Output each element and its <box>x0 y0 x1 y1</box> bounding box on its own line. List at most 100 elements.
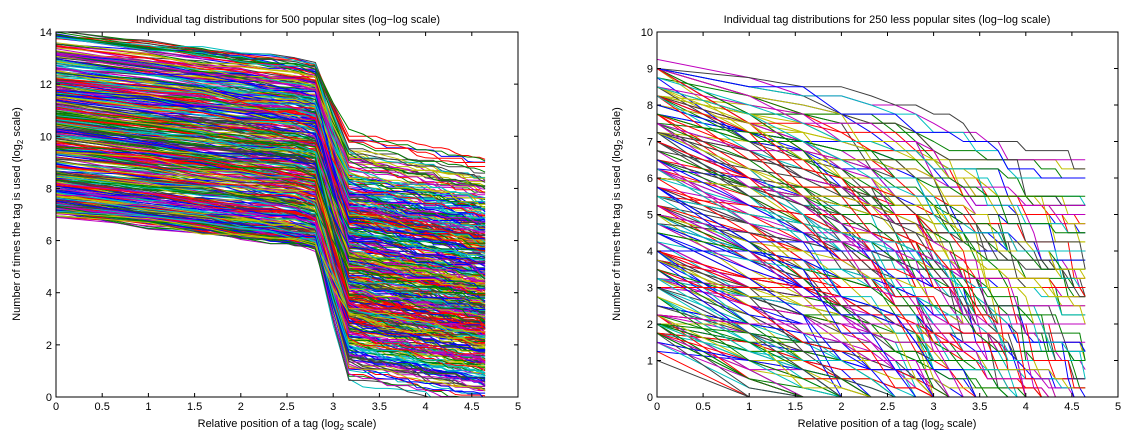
series-line <box>56 150 486 276</box>
right-x-axis-label: Relative position of a tag (log2 scale) <box>798 418 977 432</box>
right-plot-area <box>657 58 1086 397</box>
x-tick-label: 2.5 <box>880 401 895 413</box>
series-line <box>56 123 486 322</box>
series-line <box>657 314 1086 325</box>
right-y-axis-label: Number of times the tag is used (log2 sc… <box>611 107 625 321</box>
x-tick-label: 4.5 <box>464 401 479 413</box>
y-tick-label: 4 <box>647 246 653 258</box>
left-ticks: 0 0.5 1 1.5 2 2.5 3 3.5 4 4.5 5 0 2 4 6 8 10 12 14 <box>40 27 521 413</box>
y-tick-label: 5 <box>647 210 653 222</box>
x-tick-label: 1 <box>746 401 752 413</box>
x-tick-label: 4 <box>1023 401 1029 413</box>
x-tick-label: 0 <box>654 401 660 413</box>
series-line <box>657 223 1086 397</box>
series-line <box>56 72 486 226</box>
y-tick-label: 6 <box>647 173 653 185</box>
y-tick-label: 0 <box>647 392 653 404</box>
series-line <box>56 210 486 372</box>
y-tick-label: 9 <box>647 64 653 76</box>
x-tick-label: 4.5 <box>1064 401 1079 413</box>
y-tick-label: 14 <box>40 27 52 39</box>
right-chart-title: Individual tag distributions for 250 les… <box>724 14 1051 26</box>
series-line <box>56 99 486 270</box>
series-line <box>56 179 486 299</box>
series-line <box>56 192 486 392</box>
x-tick-label: 1.5 <box>187 401 202 413</box>
series-line <box>56 204 486 394</box>
series-line <box>56 212 486 333</box>
series-line <box>56 112 486 252</box>
series-line <box>56 54 486 223</box>
series-line <box>56 127 486 308</box>
series-line <box>56 57 486 228</box>
series-line <box>56 190 486 345</box>
y-tick-label: 8 <box>46 183 52 195</box>
series-line <box>657 68 1086 179</box>
x-tick-label: 2.5 <box>279 401 294 413</box>
left-x-axis-label: Relative position of a tag (log2 scale) <box>198 418 377 432</box>
series-line <box>56 64 486 202</box>
series-line <box>657 268 1086 397</box>
right-ticks: 0 0.5 1 1.5 2 2.5 3 3.5 4 4.5 5 0 1 2 3 4 5 6 7 8 9 10 <box>641 27 1121 413</box>
series-line <box>56 171 486 324</box>
series-line <box>56 160 486 346</box>
series-line <box>56 158 486 341</box>
y-tick-label: 7 <box>647 137 653 149</box>
x-tick-label: 5 <box>515 401 521 413</box>
series-line <box>657 77 1086 234</box>
y-tick-label: 4 <box>46 288 52 300</box>
x-tick-label: 3.5 <box>972 401 987 413</box>
series-line <box>56 70 486 205</box>
x-tick-label: 0.5 <box>95 401 110 413</box>
left-y-axis-label: Number of times the tag is used (log2 sc… <box>11 107 25 321</box>
series-line <box>64 32 486 183</box>
series-line <box>56 45 486 194</box>
series-line <box>56 208 457 397</box>
series-line <box>56 71 486 221</box>
series-line <box>657 86 1086 279</box>
series-line <box>56 107 486 290</box>
series-line <box>56 200 486 381</box>
x-tick-label: 3 <box>330 401 336 413</box>
series-line <box>56 183 486 333</box>
x-tick-label: 4 <box>423 401 429 413</box>
series-line <box>56 34 486 190</box>
y-tick-label: 6 <box>46 236 52 248</box>
series-line <box>56 90 486 216</box>
series-line <box>657 177 1086 261</box>
series-line <box>56 103 486 240</box>
series-line <box>657 68 1086 215</box>
y-tick-label: 8 <box>647 100 653 112</box>
series-line <box>56 205 486 383</box>
x-tick-label: 1 <box>145 401 151 413</box>
series-line <box>56 183 486 355</box>
series-line <box>56 95 486 286</box>
series-line <box>657 131 1086 325</box>
series-line <box>657 186 1086 397</box>
series-line <box>657 277 1086 397</box>
series-line <box>657 86 1086 279</box>
x-tick-label: 0.5 <box>695 401 710 413</box>
series-line <box>56 80 486 274</box>
left-plot-area <box>56 32 486 397</box>
y-tick-label: 1 <box>647 356 653 368</box>
x-tick-label: 0 <box>53 401 59 413</box>
series-line <box>56 53 486 194</box>
left-chart-title: Individual tag distributions for 500 pop… <box>136 14 440 26</box>
series-line <box>56 36 486 199</box>
y-tick-label: 10 <box>641 27 653 39</box>
series-line <box>657 323 1086 397</box>
right-chart: Individual tag distributions for 250 les… <box>611 14 1121 432</box>
y-tick-label: 12 <box>40 79 52 91</box>
series-line <box>56 58 486 225</box>
x-tick-label: 5 <box>1115 401 1121 413</box>
y-tick-label: 2 <box>647 319 653 331</box>
series-line <box>56 116 486 287</box>
series-line <box>56 108 486 239</box>
series-line <box>56 194 486 364</box>
series-line <box>56 165 486 295</box>
y-tick-label: 3 <box>647 283 653 295</box>
y-tick-label: 10 <box>40 131 52 143</box>
series-line <box>657 141 1086 397</box>
series-line <box>56 183 486 334</box>
